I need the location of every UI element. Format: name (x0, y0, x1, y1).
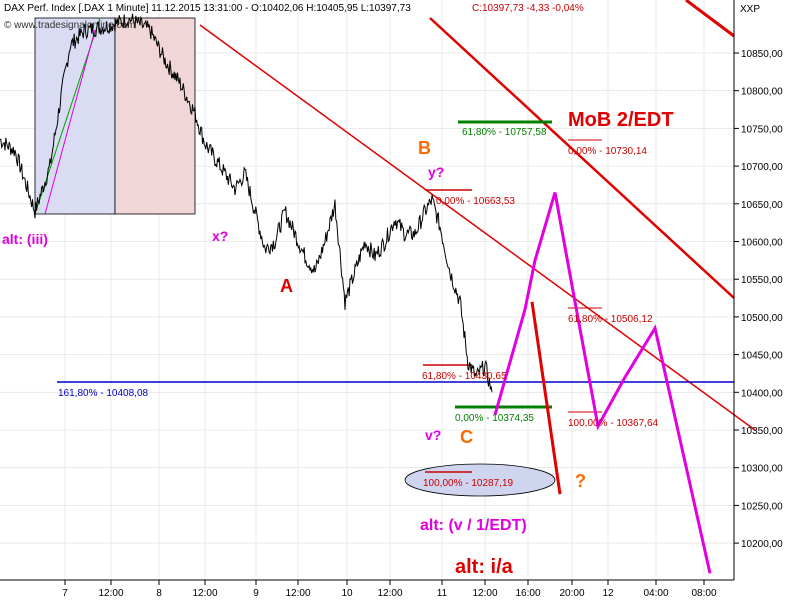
y-axis-ticks: 10850,00 10800,00 10750,00 10700,00 10650,00… (734, 49, 783, 550)
y-tick-label: 10500,00 (741, 313, 783, 324)
projection-magenta (493, 192, 712, 574)
y-tick-label: 10700,00 (741, 162, 783, 173)
symbol-label: XXP (740, 4, 760, 15)
x-tick-label: 12:00 (98, 588, 123, 599)
label-wave-a: A (280, 276, 293, 296)
y-tick-label: 10550,00 (741, 275, 783, 286)
y-tick-label: 10300,00 (741, 464, 783, 475)
label-alt-iii: alt: (iii) (2, 231, 48, 247)
label-mob-edt: MoB 2/EDT (568, 109, 674, 131)
y-tick-label: 10350,00 (741, 426, 783, 437)
label-alt-ia: alt: i/a (455, 556, 514, 578)
label-alt-v: alt: (v / 1/EDT) (420, 517, 527, 534)
x-tick-label: 04:00 (643, 588, 668, 599)
y-tick-label: 10750,00 (741, 124, 783, 135)
y-tick-label: 10650,00 (741, 200, 783, 211)
y-tick-label: 10200,00 (741, 539, 783, 550)
x-tick-label: 08:00 (691, 588, 716, 599)
y-tick-label: 10450,00 (741, 351, 783, 362)
level-label-10374: 0,00% - 10374,35 (455, 413, 534, 424)
level-label-10367: 100,00% - 10367,64 (568, 418, 659, 429)
label-wave-b: B (418, 138, 431, 158)
channel-line-top (685, 0, 735, 38)
x-tick-label: 16:00 (515, 588, 540, 599)
x-axis-ticks: 7 12:00 8 12:00 9 12:00 10 12:00 11 12:00 16:00 20:… (62, 580, 717, 599)
label-x-question: x? (212, 228, 228, 244)
label-v-question: v? (425, 427, 441, 443)
label-question: ? (575, 471, 586, 491)
x-tick-label: 12:00 (472, 588, 497, 599)
level-label-10287: 100,00% - 10287,19 (423, 478, 514, 489)
analysis-box-red (114, 17, 196, 215)
chart-title: DAX Perf. Index [.DAX 1 Minute] 11.12.20… (4, 3, 411, 14)
channel-line-upper (429, 17, 735, 299)
x-tick-label: 12:00 (377, 588, 402, 599)
x-tick-label: 20:00 (559, 588, 584, 599)
level-label-10757: 61,80% - 10757,58 (462, 127, 547, 138)
box-diagonal-magenta (44, 29, 96, 215)
x-tick-label: 9 (253, 588, 259, 599)
label-y-question: y? (428, 164, 444, 180)
x-tick-label: 12:00 (192, 588, 217, 599)
price-series (0, 13, 493, 393)
y-tick-label: 10600,00 (741, 238, 783, 249)
chart-close-info: C:10397,73 -4,33 -0,04% (472, 3, 584, 14)
x-tick-label: 11 (437, 588, 448, 599)
y-tick-label: 10400,00 (741, 388, 783, 399)
x-tick-label: 7 (62, 588, 68, 599)
level-label-10663: 0,00% - 10663,53 (436, 196, 515, 207)
level-label-10506: 61,80% - 10506,12 (568, 314, 653, 325)
projection-red (530, 301, 562, 495)
x-tick-label: 8 (156, 588, 162, 599)
label-wave-c: C (460, 427, 473, 447)
level-label-161: 161,80% - 10408,08 (58, 388, 149, 399)
x-tick-label: 12:00 (285, 588, 310, 599)
x-tick-label: 10 (341, 588, 353, 599)
copyright: © www.tradesignalonline.com (4, 20, 135, 31)
y-tick-label: 10250,00 (741, 501, 783, 512)
analysis-box-blue (34, 17, 116, 215)
y-tick-label: 10800,00 (741, 87, 783, 98)
x-tick-label: 12 (602, 588, 614, 599)
level-label-10430: 61,80% - 10430,65 (422, 371, 507, 382)
y-tick-label: 10850,00 (741, 49, 783, 60)
level-label-10730: 0,00% - 10730,14 (568, 146, 647, 157)
